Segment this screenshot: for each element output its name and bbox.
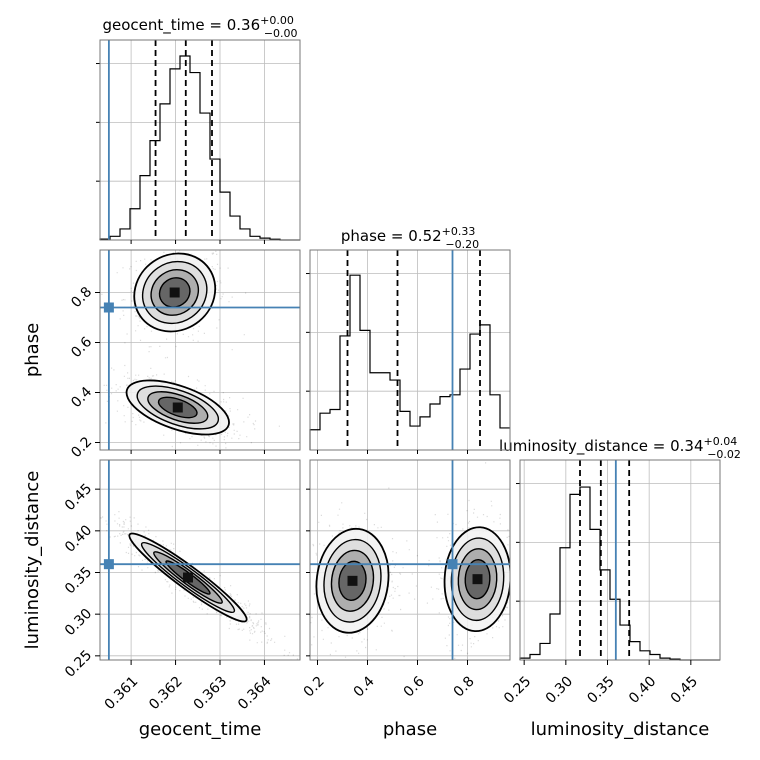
frame [519,459,721,661]
xlabel-luminosity-distance: luminosity_distance [531,719,710,740]
sample-points [100,511,298,660]
hist-panel-luminosity-distance [516,460,720,661]
histogram-geocent-time [99,55,300,241]
x-tick-label: 0.362 [146,673,186,713]
frame [99,39,301,241]
frame [99,459,301,661]
truth-marker [103,559,114,570]
y-tick-label: 0.6 [68,334,95,361]
density-peak [347,575,358,586]
density-peak [172,402,183,413]
y-tick-label: 0.45 [62,481,95,514]
panel-content [100,250,300,450]
panel-phase-vs-luminosity-distance [310,460,510,660]
x-tick-label: 0.363 [191,673,231,713]
y-tick-label: 0.2 [68,434,95,461]
xlabel-geocent-time: geocent_time [139,719,262,740]
panels-layer: 0.361 0.362 0.363 0.364 0.2 0.4 0.6 0.8 0.25 0.30… [62,39,721,713]
panel-geocent-time-vs-luminosity-distance [100,460,300,660]
density-peak [472,574,483,585]
hist-panel-phase [306,250,510,450]
hist-panel-geocent-time [96,40,300,241]
x-tick-label: 0.8 [451,673,478,700]
frame [99,249,301,451]
truth-marker [447,559,458,570]
x-tick-label: 0.30 [543,673,576,706]
x-tick-label: 0.6 [401,673,428,700]
x-tick-label: 0.2 [301,673,328,700]
panel-geocent-time-vs-phase [100,250,300,450]
y-tick-label: 0.25 [62,647,95,680]
panel-content [100,460,300,660]
y-tick-label: 0.8 [68,284,95,311]
y-tick-label: 0.30 [62,606,95,639]
density-peak [183,572,193,583]
frame [309,249,511,451]
title-luminosity-distance: luminosity_distance = 0.34+0.04 −0.02 [499,435,741,461]
xlabel-phase: phase [383,719,437,740]
x-tick-label: 0.40 [626,673,659,706]
x-tick-label: 0.361 [102,673,142,713]
x-tick-label: 0.4 [351,673,378,700]
ylabel-phase: phase [22,323,43,377]
title-geocent-time: geocent_time = 0.36+0.00 −0.00 [102,14,297,40]
density-peak [169,287,180,298]
y-tick-label: 0.4 [68,384,95,411]
histogram-luminosity-distance [519,486,720,661]
x-tick-label: 0.35 [584,673,617,706]
y-tick-label: 0.35 [62,564,95,597]
ylabel-luminosity-distance: luminosity_distance [22,471,43,650]
title-phase: phase = 0.52+0.33 −0.20 [341,225,479,251]
truth-marker [103,302,114,313]
panel-content [310,460,510,660]
x-tick-label: 0.45 [668,673,701,706]
y-tick-label: 0.40 [62,522,95,555]
x-tick-label: 0.25 [501,673,534,706]
frame [309,459,511,661]
histogram-phase [309,274,510,450]
x-tick-label: 0.364 [235,673,275,713]
